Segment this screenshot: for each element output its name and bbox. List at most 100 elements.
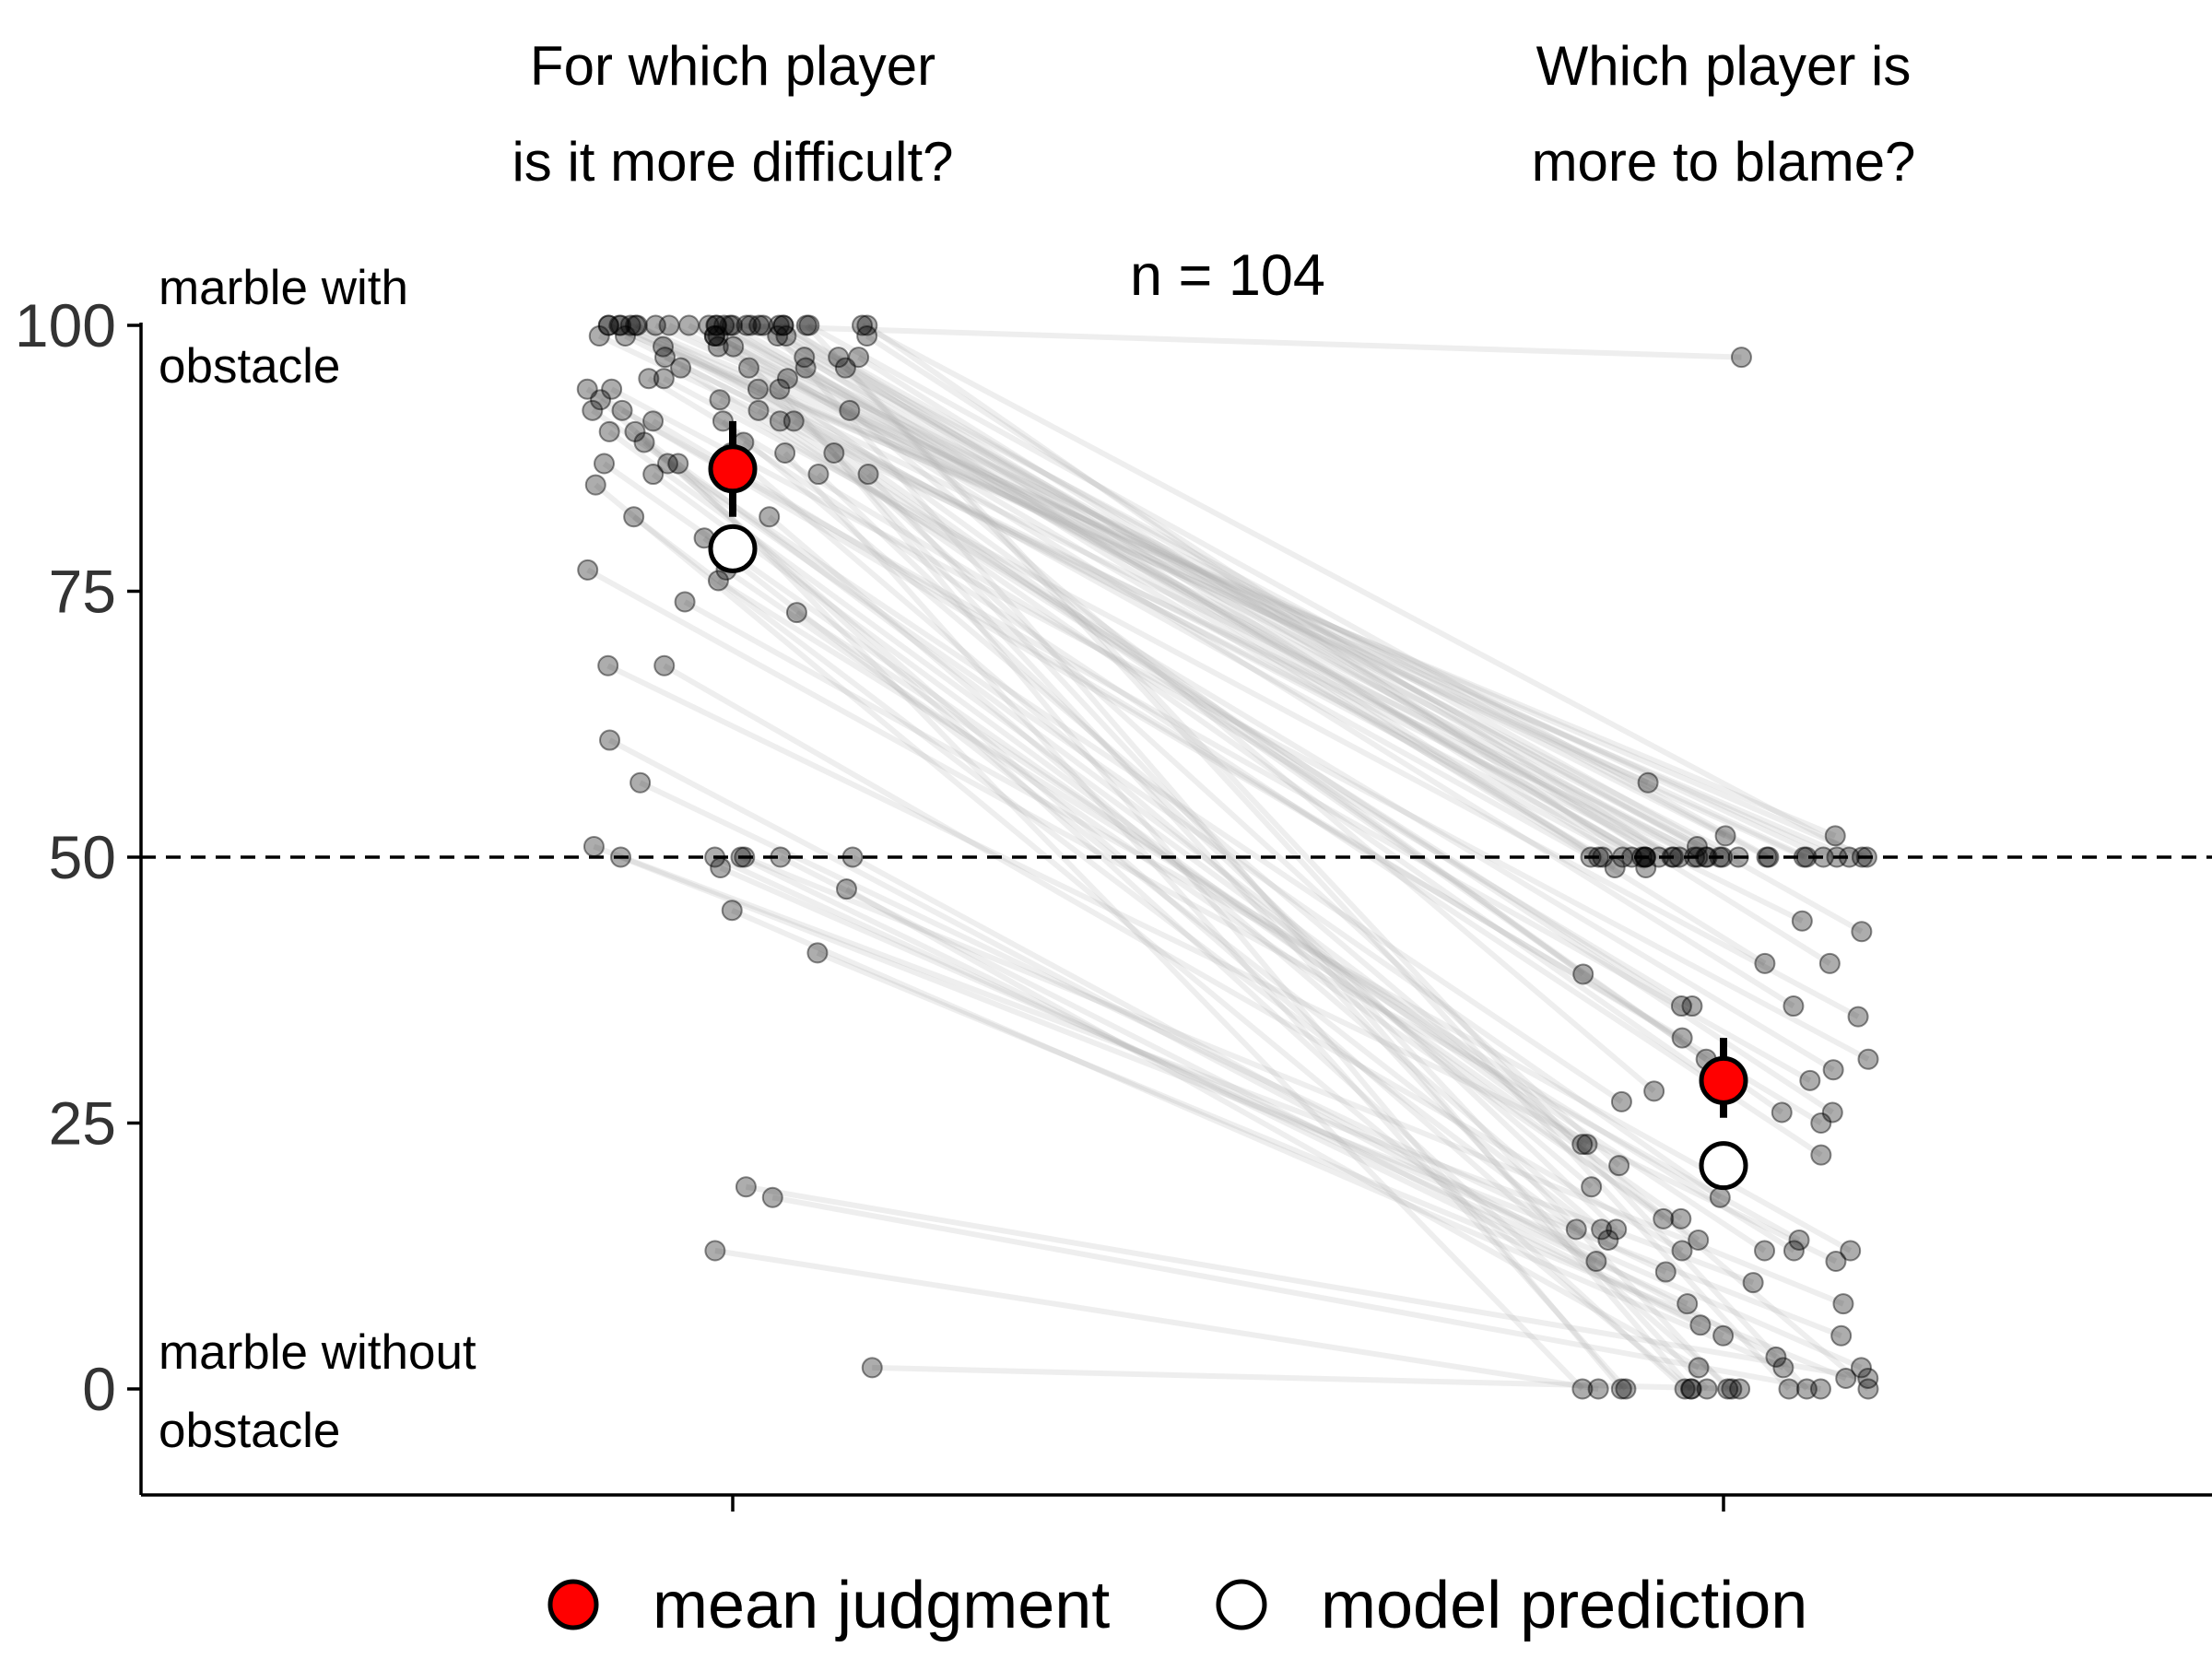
point-difficult bbox=[739, 314, 761, 336]
point-blame bbox=[1795, 846, 1818, 868]
connector-line bbox=[742, 440, 1823, 1158]
connector-line bbox=[602, 461, 1683, 1221]
point-difficult bbox=[626, 314, 648, 336]
connector-line bbox=[775, 334, 1694, 1391]
legend: mean judgment model prediction bbox=[547, 1569, 1807, 1642]
point-blame bbox=[1709, 1186, 1731, 1208]
summary-points bbox=[708, 420, 1748, 1191]
point-blame bbox=[1756, 846, 1778, 868]
point-difficult bbox=[747, 399, 770, 421]
point-difficult bbox=[722, 314, 744, 336]
connector-line bbox=[847, 408, 1656, 1094]
point-blame bbox=[1742, 1272, 1764, 1294]
point-difficult bbox=[770, 846, 792, 868]
point-blame bbox=[1663, 846, 1685, 868]
point-blame bbox=[1671, 1240, 1693, 1262]
connector-line bbox=[619, 854, 1842, 1339]
point-difficult bbox=[735, 1176, 757, 1198]
connector-line bbox=[861, 323, 1864, 860]
point-blame bbox=[1635, 857, 1657, 879]
connector-line bbox=[816, 950, 1847, 1382]
panel-title-difficult-line1: For which player bbox=[530, 35, 935, 97]
point-blame bbox=[1818, 952, 1841, 974]
point-difficult bbox=[706, 314, 728, 336]
connector-line bbox=[713, 333, 1825, 860]
connector-line bbox=[743, 854, 1845, 1307]
point-blame bbox=[1754, 952, 1776, 974]
point-blame bbox=[1681, 995, 1703, 1018]
point-difficult bbox=[597, 314, 619, 336]
point-difficult bbox=[772, 314, 794, 336]
point-difficult bbox=[795, 314, 818, 336]
connector-line bbox=[784, 333, 1769, 860]
point-difficult bbox=[759, 506, 781, 528]
point-difficult bbox=[584, 474, 606, 496]
point-difficult bbox=[856, 325, 878, 347]
point-difficult bbox=[848, 347, 870, 369]
point-blame bbox=[1810, 1144, 1832, 1166]
point-difficult bbox=[776, 368, 798, 390]
point-difficult bbox=[713, 314, 735, 336]
connector-line bbox=[647, 376, 1694, 1009]
point-blame bbox=[1791, 910, 1813, 932]
point-blame bbox=[1830, 1324, 1853, 1347]
legend-mean-judgment-label: mean judgment bbox=[653, 1569, 1110, 1642]
point-blame bbox=[1686, 835, 1708, 857]
point-blame bbox=[1634, 846, 1656, 868]
point-difficult bbox=[611, 399, 633, 421]
point-blame bbox=[1635, 846, 1657, 868]
connector-line bbox=[779, 854, 1724, 1338]
y-tick-label-0: 0 bbox=[82, 1355, 116, 1423]
point-difficult bbox=[642, 410, 665, 432]
panel-title-difficult-line2: is it more difficult? bbox=[512, 131, 953, 193]
point-difficult bbox=[806, 942, 829, 964]
point-difficult bbox=[698, 314, 720, 336]
point-blame bbox=[1631, 846, 1653, 868]
point-difficult bbox=[597, 654, 619, 677]
model-prediction-blame bbox=[1699, 1141, 1748, 1191]
point-difficult bbox=[638, 368, 660, 390]
connector-line bbox=[745, 1183, 1869, 1382]
point-blame bbox=[1729, 1378, 1751, 1400]
y-ticks: 0 25 50 75 100 bbox=[15, 291, 141, 1423]
point-difficult bbox=[625, 314, 647, 336]
point-blame bbox=[1783, 995, 1805, 1018]
point-difficult bbox=[619, 314, 641, 336]
connector-line bbox=[857, 355, 1831, 966]
connector-line bbox=[715, 323, 1646, 860]
connector-line bbox=[745, 323, 1676, 860]
point-difficult bbox=[794, 347, 816, 369]
point-blame bbox=[1581, 1176, 1603, 1198]
point-blame bbox=[1712, 846, 1734, 868]
point-blame bbox=[1809, 1378, 1831, 1400]
point-blame bbox=[1680, 1378, 1702, 1400]
connector-line bbox=[610, 386, 1870, 1062]
connector-line bbox=[676, 461, 1585, 1392]
point-blame bbox=[1580, 846, 1602, 868]
point-difficult bbox=[597, 314, 619, 336]
connector-line bbox=[729, 451, 1594, 1190]
point-difficult bbox=[667, 453, 689, 475]
point-blame bbox=[1851, 921, 1873, 943]
y-tick-label-50: 50 bbox=[49, 823, 116, 891]
connector-line bbox=[598, 397, 1688, 1392]
point-difficult bbox=[828, 347, 850, 369]
point-difficult bbox=[798, 314, 820, 336]
connector-line bbox=[585, 386, 1684, 1041]
point-difficult bbox=[836, 878, 858, 900]
connector-line bbox=[606, 663, 1838, 1265]
connector-line bbox=[805, 323, 1809, 1392]
connector-line bbox=[624, 333, 1644, 860]
point-blame bbox=[1604, 857, 1626, 879]
connector-line bbox=[731, 345, 1710, 1392]
connector-line bbox=[767, 514, 1604, 1232]
point-difficult bbox=[609, 846, 631, 868]
point-difficult bbox=[674, 591, 696, 613]
point-difficult bbox=[658, 314, 680, 336]
point-blame bbox=[1637, 771, 1659, 794]
connector-line bbox=[662, 376, 1860, 1019]
point-difficult bbox=[723, 335, 745, 358]
point-blame bbox=[1592, 846, 1614, 868]
point-blame bbox=[1793, 846, 1815, 868]
connector-line bbox=[635, 323, 1593, 860]
